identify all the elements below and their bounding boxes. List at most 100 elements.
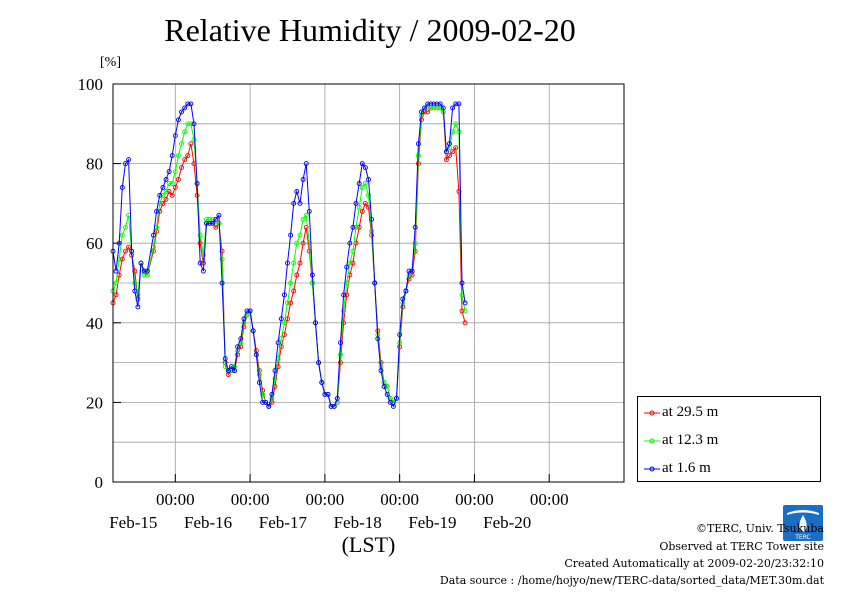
data-point [256, 372, 262, 377]
data-point [353, 200, 359, 206]
data-point [297, 260, 303, 266]
data-point [260, 399, 266, 405]
data-point [291, 200, 297, 206]
data-point [447, 153, 452, 159]
data-point [288, 280, 294, 286]
data-point [126, 244, 132, 250]
data-point [303, 224, 309, 230]
data-point [459, 308, 465, 314]
data-point [253, 352, 259, 358]
data-point [462, 300, 468, 306]
data-point [200, 252, 206, 258]
data-point [369, 216, 375, 222]
chart-title: Relative Humidity / 2009-02-20 [164, 12, 576, 48]
data-point [356, 224, 362, 230]
data-point [222, 356, 228, 362]
data-point [151, 232, 156, 238]
data-point [141, 268, 147, 274]
data-point [256, 380, 262, 385]
data-point [453, 121, 459, 127]
data-point [362, 181, 368, 186]
data-point [281, 320, 287, 326]
svg-text:TERC: TERC [794, 534, 811, 541]
data-point [275, 364, 281, 370]
data-point [450, 149, 456, 155]
data-point [419, 109, 424, 115]
data-point [228, 364, 234, 370]
y-tick-label: 80 [86, 155, 103, 174]
data-point [188, 121, 194, 127]
data-point [238, 336, 244, 342]
data-point [207, 220, 213, 226]
x-date-label: Feb-20 [483, 513, 531, 532]
data-point [160, 185, 166, 190]
data-point [278, 316, 284, 322]
data-point [269, 391, 275, 397]
data-point [119, 232, 125, 238]
legend-label-29-5m: at 29.5 m [662, 404, 719, 420]
data-point [135, 304, 141, 310]
data-point [266, 403, 272, 409]
data-point [291, 260, 297, 266]
data-point [172, 169, 178, 175]
data-point [235, 344, 241, 350]
data-point [428, 101, 434, 107]
data-point [250, 328, 256, 334]
data-point [384, 384, 390, 389]
data-point [415, 141, 421, 147]
data-point [179, 141, 184, 147]
data-point [303, 161, 309, 167]
data-point [400, 296, 406, 302]
data-point [294, 240, 300, 246]
legend-item-12-3m: at 12.3 m [638, 430, 818, 452]
x-tick-label: 00:00 [231, 490, 270, 509]
legend-label-1-6m: at 1.6 m [662, 460, 711, 476]
data-point [285, 260, 290, 266]
data-point [362, 165, 368, 171]
footer-copyright: ©TERC, Univ. Tsukuba [695, 522, 824, 535]
data-point [169, 153, 175, 159]
data-point [338, 352, 343, 358]
data-point [281, 292, 287, 298]
data-point [331, 403, 337, 409]
data-point [334, 395, 340, 401]
y-tick-label: 0 [95, 473, 104, 492]
data-point [431, 101, 437, 107]
data-point [185, 101, 191, 107]
data-point [300, 240, 306, 246]
data-point [353, 224, 359, 230]
data-point [450, 105, 456, 111]
data-point [300, 177, 306, 182]
data-point [288, 232, 294, 238]
data-point [113, 292, 119, 298]
data-point [213, 216, 219, 222]
y-tick-label: 40 [86, 314, 103, 333]
data-point [163, 196, 169, 202]
data-point [157, 208, 163, 214]
data-point [272, 376, 278, 381]
data-point [384, 391, 390, 397]
data-point [394, 395, 399, 401]
data-point [462, 320, 468, 326]
data-point [263, 399, 269, 405]
data-point [197, 232, 203, 238]
data-point [462, 308, 468, 314]
data-point [344, 264, 350, 270]
data-point [406, 268, 412, 274]
data-point [191, 121, 197, 127]
data-point [350, 224, 356, 230]
data-point [204, 220, 209, 226]
data-point [338, 340, 343, 346]
data-point [123, 224, 128, 230]
data-point [160, 200, 166, 206]
data-point [362, 200, 368, 206]
data-point [443, 149, 449, 155]
data-point [175, 177, 181, 182]
data-point [366, 192, 371, 198]
data-point [113, 268, 119, 274]
data-point [169, 192, 175, 198]
data-point [197, 260, 203, 266]
data-point [188, 101, 194, 107]
data-point [157, 192, 163, 198]
data-point [166, 169, 172, 175]
